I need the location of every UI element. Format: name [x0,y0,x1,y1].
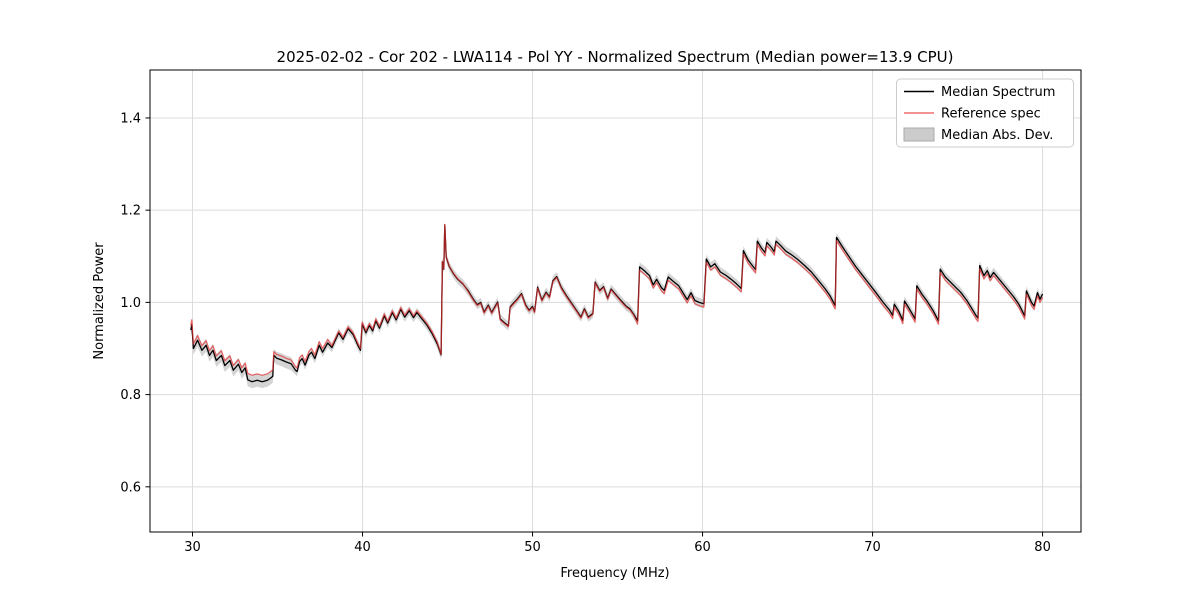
legend-reference-label: Reference spec [941,107,1041,122]
median-spectrum-line [190,224,1044,383]
legend-box [896,78,1074,148]
y-axis-ticks: 0.6 0.8 1.0 1.2 1.4 [120,111,150,495]
legend-mad-sample [903,127,935,142]
x-axis-label: Frequency (MHz) [560,566,669,581]
svg-text:40: 40 [354,540,371,555]
svg-text:1.2: 1.2 [120,204,141,219]
svg-text:60: 60 [694,540,711,555]
reference-spec-line [190,223,1044,376]
legend-mad-label: Median Abs. Dev. [941,128,1053,143]
svg-text:80: 80 [1034,540,1051,555]
y-axis-label: Normalized Power [92,242,107,360]
svg-text:70: 70 [864,540,881,555]
x-axis-ticks: 30 40 50 60 70 80 [184,532,1051,555]
svg-text:0.6: 0.6 [120,480,141,495]
chart-title: 2025-02-02 - Cor 202 - LWA114 - Pol YY -… [277,48,954,66]
legend: Median Spectrum Reference spec Median Ab… [896,78,1074,148]
svg-text:0.8: 0.8 [120,388,141,403]
svg-text:1.0: 1.0 [120,296,141,311]
svg-text:30: 30 [184,540,201,555]
legend-median-label: Median Spectrum [941,85,1055,100]
svg-text:50: 50 [524,540,541,555]
svg-text:1.4: 1.4 [120,111,141,126]
axes-frame [149,69,1082,533]
